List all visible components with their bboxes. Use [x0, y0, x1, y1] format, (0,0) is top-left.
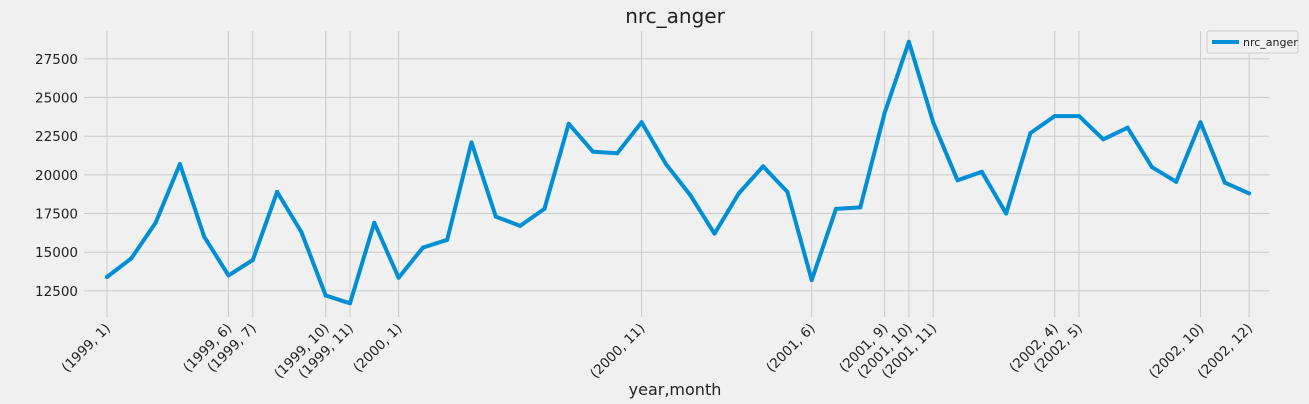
data-point	[566, 121, 571, 126]
data-point	[493, 214, 498, 219]
data-point	[1004, 211, 1009, 216]
data-point	[323, 293, 328, 298]
series-line-nrc-anger	[105, 39, 1252, 306]
series-layer	[105, 39, 1252, 306]
data-point	[372, 220, 377, 225]
y-tick-label: 27500	[35, 52, 78, 68]
data-point	[177, 162, 182, 167]
y-tick-label: 20000	[35, 168, 78, 184]
data-point	[591, 149, 595, 154]
data-point	[1028, 131, 1033, 136]
legend-box	[1206, 30, 1299, 54]
data-point	[129, 256, 134, 261]
data-point	[105, 274, 109, 279]
y-tick-label: 15000	[35, 245, 78, 261]
data-point	[275, 189, 280, 194]
data-point	[931, 120, 936, 125]
legend: nrc_anger	[1206, 30, 1299, 54]
data-point	[1247, 191, 1252, 196]
data-point	[250, 257, 255, 262]
data-point	[1125, 125, 1130, 130]
y-axis-ticks: 12500 15000 17500 20000 22500 25000 27500	[35, 52, 78, 300]
data-point	[348, 301, 352, 306]
data-point	[153, 220, 158, 225]
data-point	[979, 169, 984, 174]
data-point	[615, 151, 620, 156]
data-point	[712, 231, 717, 236]
data-point	[226, 273, 231, 278]
data-point	[202, 234, 207, 239]
data-point	[1222, 180, 1227, 185]
data-point	[542, 206, 547, 211]
data-point	[906, 39, 911, 44]
data-point	[834, 206, 838, 211]
data-point	[639, 120, 644, 125]
data-point	[299, 230, 304, 235]
data-point	[785, 189, 790, 194]
data-point	[809, 278, 814, 283]
data-point	[1101, 137, 1106, 142]
data-point	[761, 164, 766, 169]
data-point	[736, 191, 741, 196]
data-point	[882, 110, 887, 115]
y-tick-label: 22500	[35, 129, 78, 145]
data-point	[688, 192, 693, 197]
data-point	[1149, 165, 1154, 170]
data-point	[445, 237, 450, 242]
data-point	[1052, 114, 1057, 119]
data-point	[420, 245, 425, 250]
data-point	[396, 275, 401, 280]
data-point	[1077, 114, 1081, 119]
x-axis-label: year,month	[629, 380, 722, 399]
data-point	[858, 205, 863, 210]
data-point	[518, 223, 523, 228]
grid	[84, 31, 1269, 317]
y-tick-label: 17500	[35, 207, 78, 223]
data-point	[955, 178, 960, 183]
legend-label-nrc-anger: nrc_anger	[1243, 36, 1298, 49]
data-point	[1198, 120, 1203, 125]
y-tick-label: 25000	[35, 91, 78, 107]
data-point	[1174, 179, 1179, 184]
y-tick-label: 12500	[35, 284, 78, 300]
chart-title: nrc_anger	[625, 4, 725, 28]
data-point	[663, 162, 668, 167]
data-point	[469, 140, 474, 145]
